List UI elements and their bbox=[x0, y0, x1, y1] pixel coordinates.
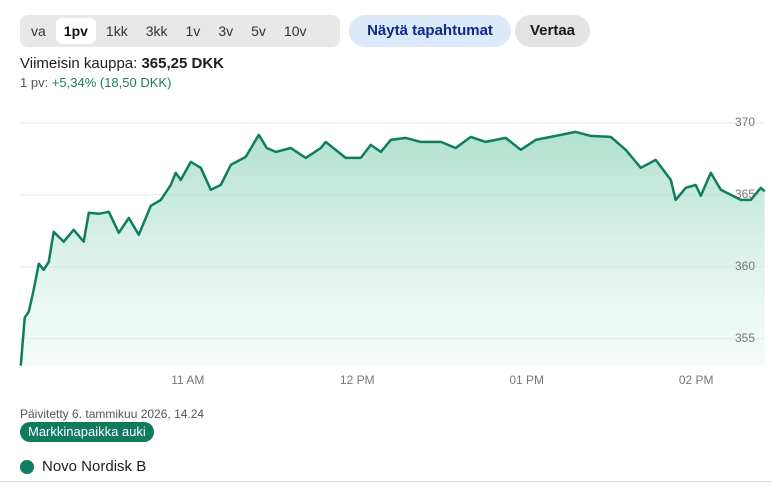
y-tick-label: 360 bbox=[735, 259, 755, 273]
y-tick-label: 355 bbox=[735, 331, 755, 345]
range-button[interactable]: va bbox=[31, 23, 46, 39]
legend: Novo Nordisk B bbox=[20, 458, 146, 475]
area bbox=[20, 131, 765, 366]
x-tick-label: 01 PM bbox=[509, 373, 544, 387]
updated-time: Päivitetty 6. tammikuu 2026, 14.24 bbox=[20, 407, 205, 421]
y-tick-label: 370 bbox=[735, 115, 755, 129]
x-tick-label: 12 PM bbox=[340, 373, 375, 387]
x-tick-label: 02 PM bbox=[679, 373, 714, 387]
y-tick-label: 365 bbox=[735, 187, 755, 201]
range-button[interactable]: 5v bbox=[251, 23, 266, 39]
change-label: 1 pv: bbox=[20, 75, 49, 90]
change: 1 pv: +5,34% (18,50 DKK) bbox=[20, 75, 171, 90]
range-button[interactable]: 1v bbox=[185, 23, 201, 39]
last-trade: Viimeisin kauppa: 365,25 DKK bbox=[20, 55, 224, 72]
price-line bbox=[19, 130, 766, 366]
compare-button[interactable]: Vertaa bbox=[515, 15, 590, 47]
legend-label: Novo Nordisk B bbox=[42, 458, 147, 475]
last-trade-label: Viimeisin kauppa: bbox=[20, 55, 138, 72]
legend-marker bbox=[20, 459, 34, 474]
range-button[interactable]: 10v bbox=[283, 23, 307, 39]
range-selector: va 1pv 1kk 3kk 1v 3v 5v 10v bbox=[20, 15, 340, 47]
last-trade-value: 365,25 DKK bbox=[141, 55, 225, 72]
events-button[interactable]: Näytä tapahtumat bbox=[349, 15, 511, 47]
range-button[interactable]: 1kk bbox=[105, 23, 128, 39]
range-button[interactable]: 3v bbox=[218, 23, 234, 39]
range-button[interactable]: 1pv bbox=[55, 18, 96, 44]
range-button[interactable]: 3kk bbox=[145, 23, 168, 39]
change-value: +5,34% (18,50 DKK) bbox=[51, 75, 172, 90]
chart: 355 360 365 370 11 AM 12 PM 01 PM 02 PM bbox=[19, 115, 766, 387]
market-status: Markkinapaikka auki bbox=[20, 422, 154, 442]
x-tick-label: 11 AM bbox=[171, 373, 204, 387]
divider bbox=[0, 481, 772, 482]
